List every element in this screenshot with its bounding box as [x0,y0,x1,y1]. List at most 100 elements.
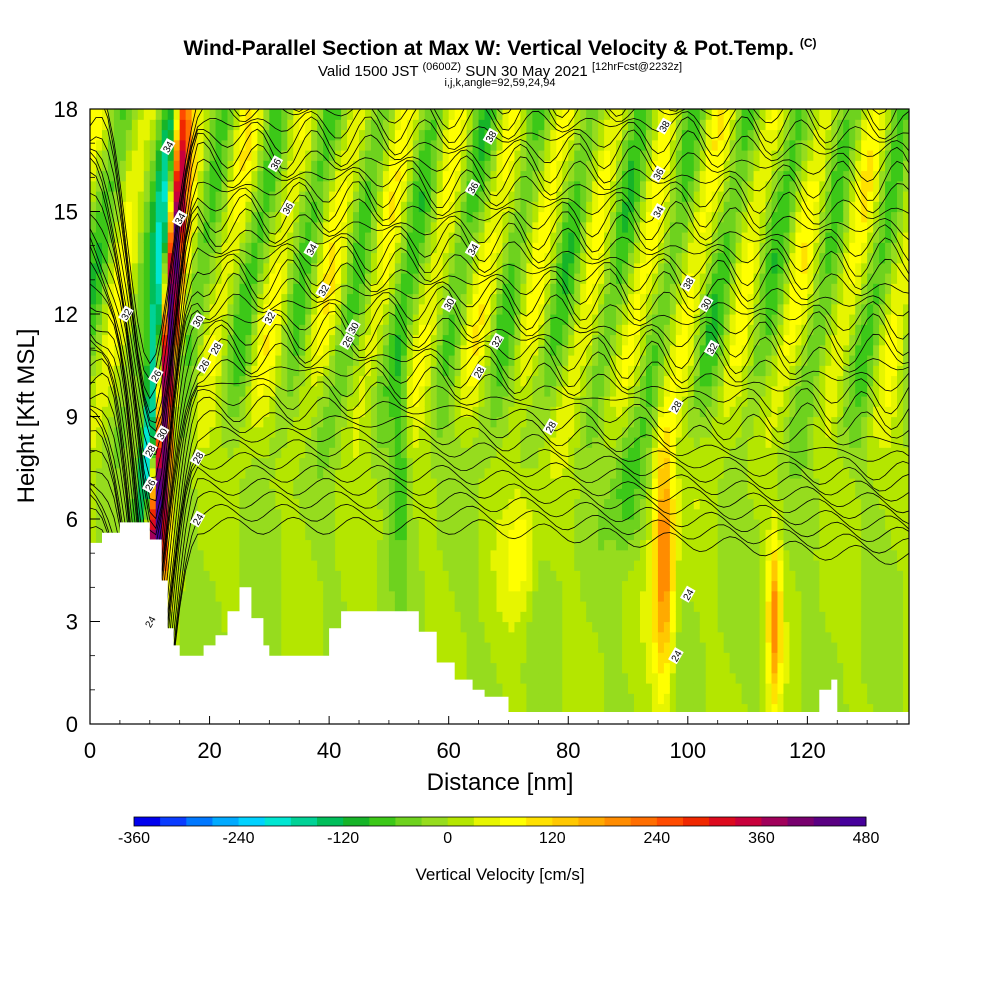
w-cell [382,426,390,438]
w-cell [514,652,522,664]
w-cell [185,109,193,120]
w-cell [311,273,318,284]
w-cell [299,631,306,643]
w-cell [203,426,211,438]
w-cell [406,191,414,202]
w-cell [119,139,127,151]
w-cell [466,365,474,377]
w-cell [233,416,241,428]
w-cell [257,508,264,520]
w-cell [394,129,402,141]
w-cell [376,580,384,592]
w-cell [574,344,581,356]
w-cell [221,242,229,254]
w-cell [221,109,229,120]
w-cell [466,385,474,397]
w-cell [251,139,258,151]
w-cell [556,508,563,520]
w-cell [418,498,426,510]
w-cell [341,283,348,295]
w-cell [370,508,378,520]
w-cell [424,437,432,448]
w-cell [376,590,384,602]
w-cell [502,662,510,674]
w-cell [580,109,587,120]
w-cell [478,293,486,305]
w-cell [478,109,486,120]
w-cell [257,180,264,192]
w-cell [281,160,288,172]
w-cell [430,139,438,151]
w-cell [239,303,247,315]
w-cell [550,293,557,305]
w-cell [209,406,217,418]
w-cell [275,508,282,520]
w-cell [400,570,408,582]
w-cell [514,119,522,131]
w-cell [251,467,258,479]
w-cell [550,426,557,438]
w-cell [95,488,103,500]
w-cell [221,129,229,141]
w-cell [215,109,223,120]
w-cell [496,529,504,541]
w-cell [215,457,223,469]
w-cell [293,416,300,428]
w-cell [400,139,408,151]
w-cell [448,150,456,161]
w-cell [329,293,336,305]
w-cell [496,508,504,520]
w-cell [215,580,223,592]
w-cell [311,293,318,305]
w-cell [90,437,97,448]
w-cell [490,385,498,397]
w-cell [239,416,247,428]
w-cell [394,580,402,592]
w-cell [203,334,211,346]
w-cell [448,334,456,346]
w-cell [209,426,217,438]
w-cell [394,539,402,551]
w-cell [478,180,486,192]
w-cell [520,314,527,325]
w-cell [299,416,306,428]
w-cell [311,631,318,643]
w-cell [335,314,342,325]
w-cell [562,242,569,254]
w-cell [185,252,193,264]
w-cell [299,344,306,356]
w-cell [353,160,360,172]
w-cell [562,590,569,602]
w-cell [424,396,432,407]
w-cell [323,642,330,653]
w-cell [173,529,181,541]
w-cell [490,406,498,418]
w-cell [484,293,492,305]
w-cell [275,447,282,459]
w-cell [143,221,151,233]
w-cell [293,201,300,213]
w-cell [275,139,282,151]
w-cell [532,242,539,254]
w-cell [317,631,324,643]
w-cell [388,242,396,254]
w-cell [269,437,276,448]
w-cell [496,139,504,151]
w-cell [424,293,432,305]
w-cell [197,590,205,602]
w-cell [107,324,115,336]
w-cell [125,262,133,274]
w-cell [550,488,557,500]
w-cell [203,242,211,254]
w-cell [514,580,522,592]
w-cell [119,488,127,500]
w-cell [562,467,569,479]
w-cell [227,498,235,510]
w-cell [305,139,312,151]
w-cell [317,242,324,254]
w-cell [329,580,336,592]
w-cell [251,221,258,233]
w-cell [137,344,145,356]
w-cell [90,488,97,500]
w-cell [454,447,462,459]
